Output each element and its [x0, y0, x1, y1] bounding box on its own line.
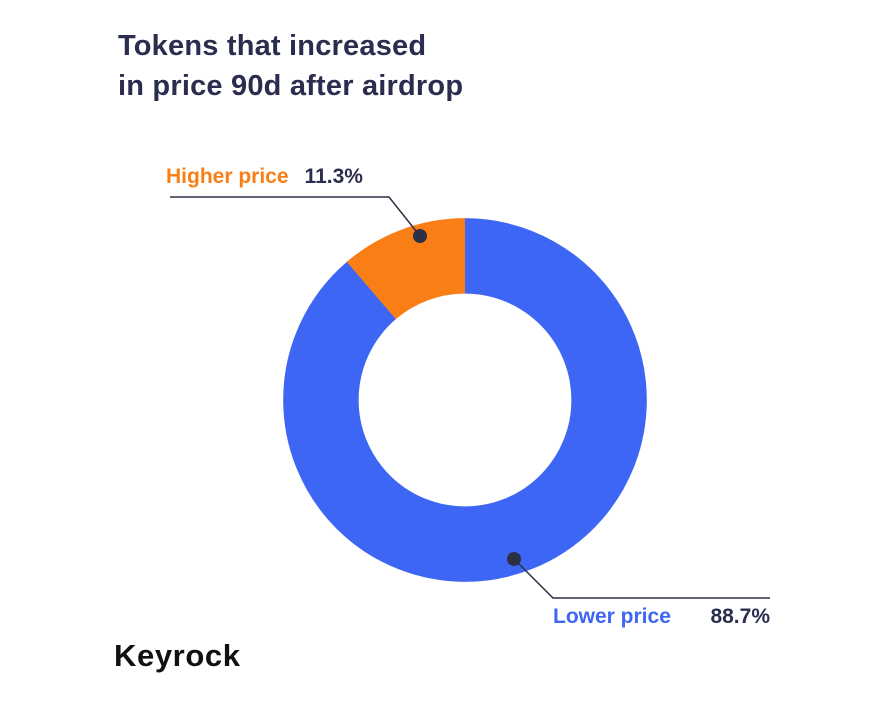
chart-title: Tokens that increased in price 90d after…	[118, 26, 463, 106]
chart-title-line2: in price 90d after airdrop	[118, 70, 464, 102]
lower-price-value: 88.7%	[710, 605, 770, 628]
callout-label-lower: Lower price 88.7%	[553, 605, 770, 629]
chart-title-line1: Tokens that increased	[118, 30, 427, 62]
donut-slices	[283, 218, 647, 582]
donut-slice-lower-price	[283, 218, 647, 582]
lower-price-label: Lower price	[553, 605, 671, 628]
donut-chart	[283, 218, 647, 582]
callout-label-higher: Higher price 11.3%	[166, 165, 363, 189]
higher-price-label: Higher price	[166, 165, 289, 188]
keyrock-logo: Keyrock	[114, 638, 241, 673]
higher-price-value: 11.3%	[304, 165, 363, 188]
donut-chart-container	[265, 200, 665, 600]
